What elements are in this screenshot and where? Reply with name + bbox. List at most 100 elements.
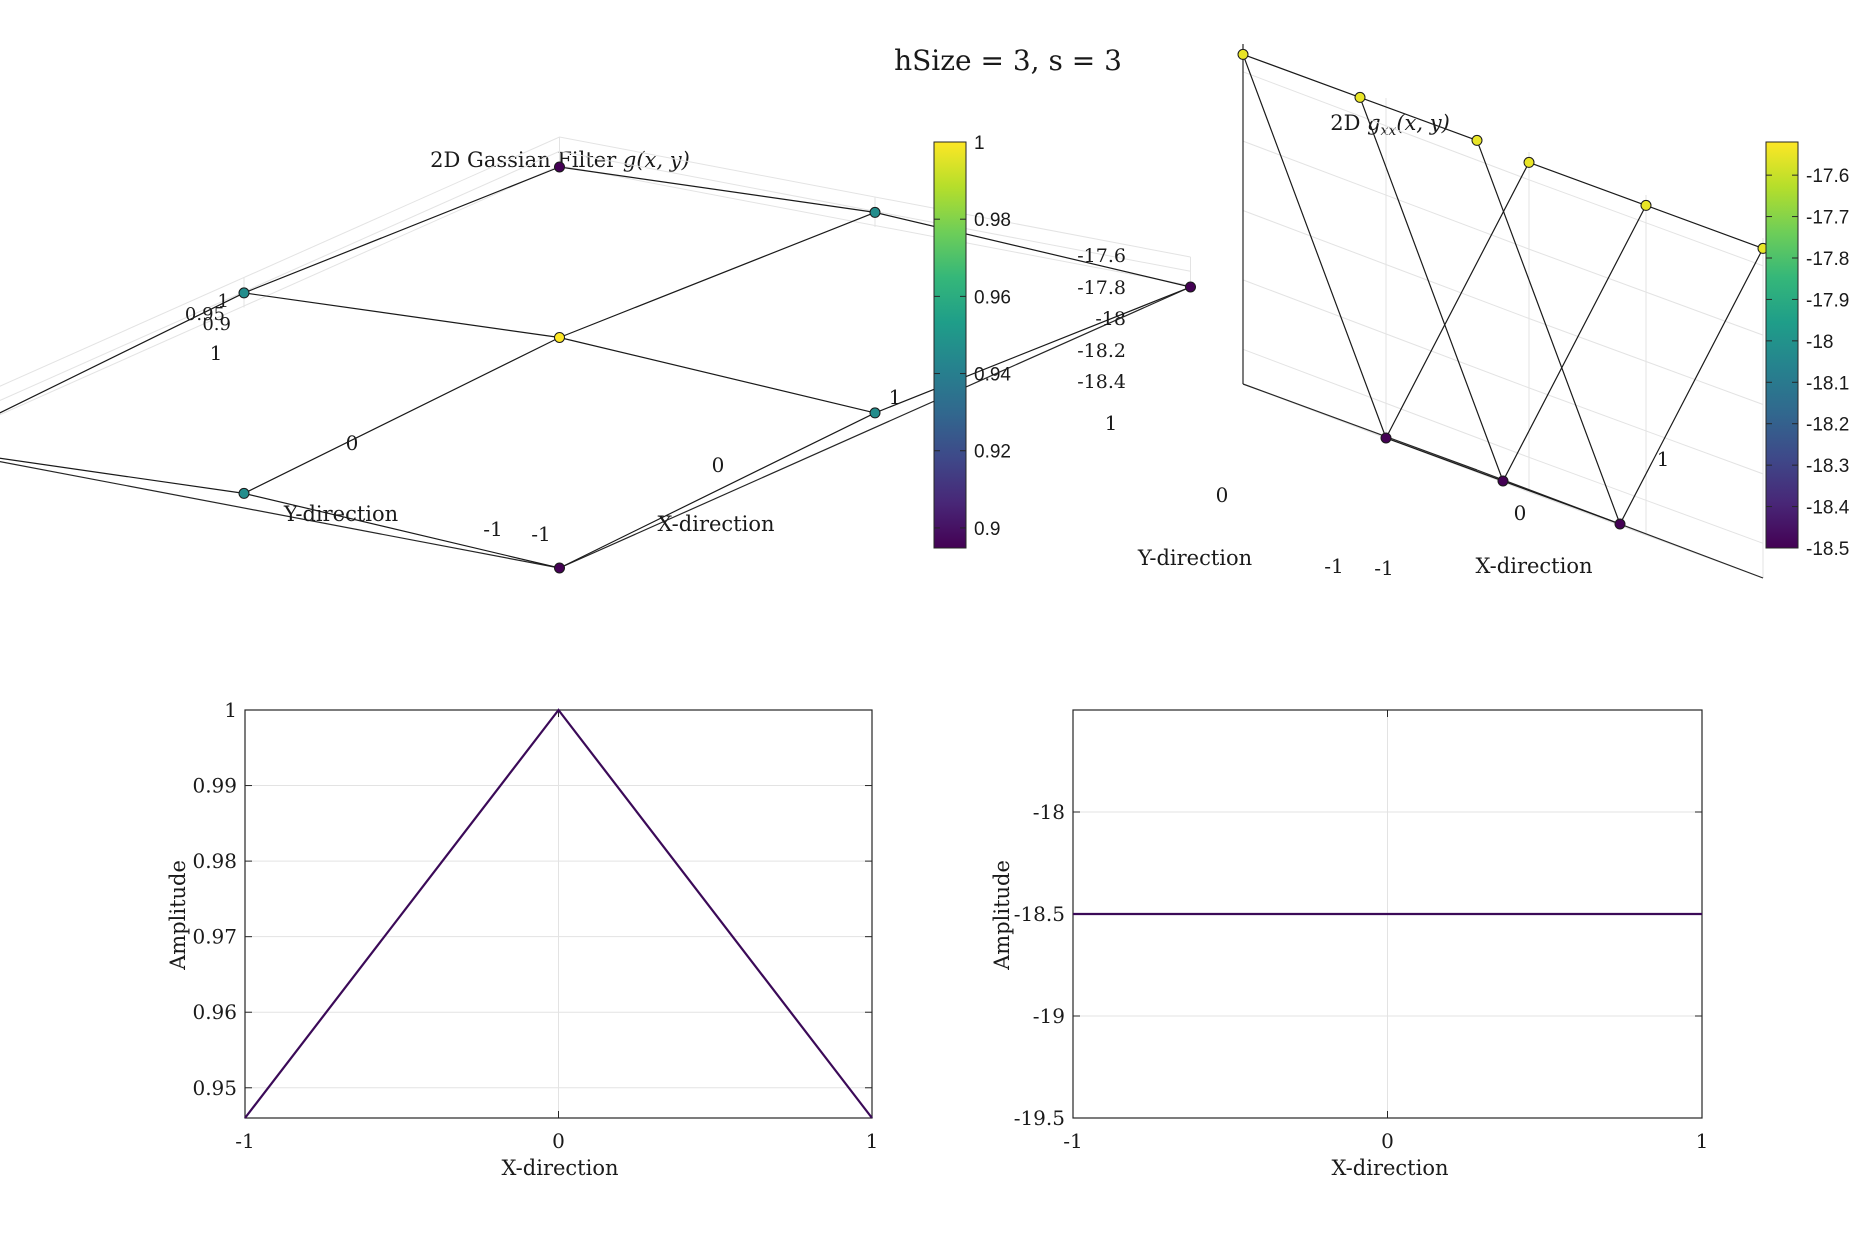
colorbar-tick-label: 0.94 xyxy=(974,365,1011,386)
gxx-profile-y-tick-label: -18.5 xyxy=(1014,902,1065,926)
gxx-profile-x-tick-label: 0 xyxy=(1381,1129,1394,1153)
y-tick-label: 0 xyxy=(346,431,359,455)
gxx-xlabel: X-direction xyxy=(1475,554,1592,578)
gxx-surface-panel: 2D gxx(x, y) -1 0 1 0 1 -1 -17.6 -17.8 -18 -18.2 -… xyxy=(1077,44,1850,580)
z-tick-label: -18.4 xyxy=(1077,371,1126,393)
figure-title: hSize = 3, s = 3 xyxy=(894,44,1122,77)
y-tick-label: -1 xyxy=(483,517,502,541)
profile-x-tick-label: -1 xyxy=(235,1129,254,1153)
gxx-profile-x-tick-label: 1 xyxy=(1696,1129,1709,1153)
gxx-profile-ylabel: Amplitude xyxy=(990,860,1014,971)
surface-data-point xyxy=(1497,475,1509,487)
x-axis-line xyxy=(0,460,560,569)
profile-xlabel: X-direction xyxy=(501,1156,618,1180)
back-wall-z-gridline xyxy=(0,164,1191,416)
colorbar-tick-label: -18.3 xyxy=(1806,456,1849,477)
surface-mesh-line xyxy=(0,166,560,414)
profile-y-tick-label: 0.97 xyxy=(192,925,237,949)
x-tick-label: -1 xyxy=(1374,556,1393,580)
gxx-profile-y-tick-label: -19.5 xyxy=(1014,1106,1065,1130)
surface-mesh-line xyxy=(243,292,876,414)
profile-y-tick-label: 0.99 xyxy=(192,774,237,798)
gxx-title-sub: xx xyxy=(1381,123,1397,139)
surface-data-point xyxy=(1237,48,1249,60)
x-tick-label: 0 xyxy=(712,453,725,477)
gxx-ylabel: Y-direction xyxy=(1137,546,1252,570)
gxx-title-math: g xyxy=(1367,111,1380,135)
y-tick-label: -1 xyxy=(1324,554,1343,578)
gxx-profile-panel: -1 0 1 -18 -18.5 -19 -19.5 X-direction Amplitu… xyxy=(990,709,1709,1180)
surface-data-point xyxy=(1523,156,1535,168)
gaussian-ylabel: Y-direction xyxy=(283,502,398,526)
surface-data-point xyxy=(554,161,565,173)
colorbar xyxy=(933,141,967,549)
colorbar-tick-label: -17.6 xyxy=(1806,166,1849,187)
surface-data-point xyxy=(1614,518,1626,530)
colorbar-tick-label: -17.9 xyxy=(1806,290,1849,311)
gxx-surface-title: 2D gxx(x, y) xyxy=(1330,111,1450,139)
x-tick-label: 0 xyxy=(1514,501,1527,525)
surface-data-point xyxy=(1354,91,1366,103)
colorbar-tick-label: 0.96 xyxy=(974,287,1011,308)
surface-data-point xyxy=(554,562,565,574)
profile-ylabel: Amplitude xyxy=(166,860,190,971)
colorbar-tick-label: -18.5 xyxy=(1806,539,1849,560)
colorbar-tick-label: -18.1 xyxy=(1806,373,1849,394)
surface-data-point xyxy=(238,287,250,299)
gxx-title-main: 2D xyxy=(1330,111,1367,135)
z-tick-label: -18.2 xyxy=(1077,340,1126,362)
colorbar-tick-label: 1 xyxy=(974,133,985,154)
profile-data-line xyxy=(244,708,873,1119)
colorbar-tick-label: -18.2 xyxy=(1806,415,1849,436)
profile-x-tick-label: 1 xyxy=(866,1129,879,1153)
x-tick-label: 1 xyxy=(1657,447,1670,471)
back-wall-z-gridline xyxy=(1242,71,1764,267)
z-tick-label: -17.8 xyxy=(1077,277,1126,299)
back-wall-z-gridline xyxy=(1242,279,1764,475)
back-wall-z-gridline xyxy=(0,136,1191,387)
z-tick-label: 0.95 xyxy=(185,304,225,325)
z-tick-label: -17.6 xyxy=(1077,245,1126,267)
surface-data-point xyxy=(1380,432,1392,444)
surface-mesh-line xyxy=(0,457,560,569)
x-tick-label: 1 xyxy=(889,385,902,409)
profile-y-tick-label: 0.98 xyxy=(192,849,237,873)
gaussian-profile-panel: -1 0 1 0.95 0.96 0.97 0.98 0.99 1 X-direction Am… xyxy=(166,698,878,1180)
colorbar-tick-label: 0.9 xyxy=(974,519,1000,540)
y-axis-line xyxy=(1242,383,1478,471)
profile-y-tick-label: 0.96 xyxy=(192,1000,237,1024)
x-tick-label: -1 xyxy=(531,522,550,546)
colorbar xyxy=(1765,141,1799,549)
gxx-title-tail: (x, y) xyxy=(1396,111,1449,135)
y-tick-label: 1 xyxy=(1105,411,1118,435)
back-wall-z-gridline xyxy=(1242,348,1764,544)
surface-mesh-line xyxy=(1476,140,1764,526)
surface-data-point xyxy=(869,206,881,218)
colorbar-tick-label: -18 xyxy=(1806,332,1833,353)
y-tick-label: 1 xyxy=(210,341,223,365)
gxx-profile-x-tick-label: -1 xyxy=(1063,1129,1082,1153)
profile-y-tick-label: 1 xyxy=(224,698,237,722)
back-wall-z-gridline xyxy=(1242,210,1764,405)
colorbar-tick-label: -18.4 xyxy=(1806,498,1850,519)
surface-data-point xyxy=(1471,134,1483,146)
colorbar-tick-label: -17.7 xyxy=(1806,208,1849,229)
surface-data-point xyxy=(1640,199,1652,211)
z-tick-label: -18 xyxy=(1095,308,1126,330)
surface-mesh-line xyxy=(1359,97,1647,483)
gxx-profile-xlabel: X-direction xyxy=(1331,1156,1448,1180)
colorbar-tick-label: -17.8 xyxy=(1806,249,1849,270)
z-tick-label: 1 xyxy=(218,291,229,312)
z-tick-label: 0.9 xyxy=(202,314,231,335)
back-wall-z-gridline xyxy=(1242,140,1764,336)
y-axis-line xyxy=(559,286,1191,569)
colorbar-tick-label: 0.92 xyxy=(974,442,1011,463)
gaussian-xlabel: X-direction xyxy=(657,512,774,536)
colorbar-tick-label: 0.98 xyxy=(974,210,1011,231)
back-wall-z-gridline xyxy=(0,150,1191,402)
profile-x-tick-label: 0 xyxy=(552,1129,565,1153)
surface-data-point xyxy=(554,332,565,343)
y-tick-label: 0 xyxy=(1216,483,1229,507)
surface-data-point xyxy=(869,407,881,419)
